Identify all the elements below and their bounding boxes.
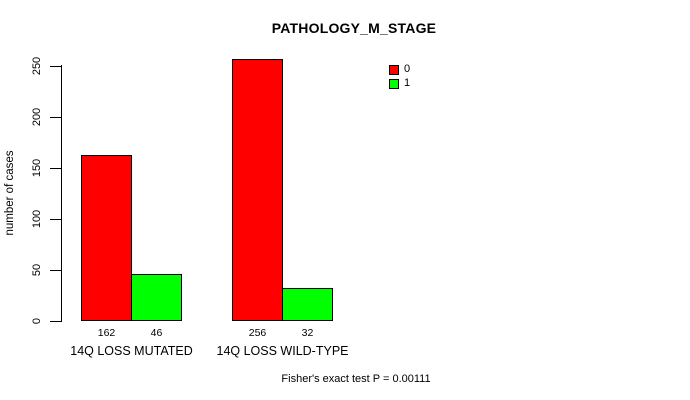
y-axis-tick [50, 168, 61, 169]
y-axis-tick-label: 200 [31, 107, 43, 127]
y-axis-tick-label: 250 [31, 56, 43, 76]
bar-value-label: 162 [97, 327, 116, 339]
x-category-label: 14Q LOSS WILD-TYPE [216, 344, 349, 358]
y-axis-tick-label: 50 [31, 263, 43, 277]
bar-value-label: 46 [150, 327, 163, 339]
y-axis-tick-label: 150 [31, 158, 43, 178]
bar-1-1 [131, 274, 182, 321]
bar-value-label: 32 [301, 327, 314, 339]
bar-value-label: 256 [248, 327, 267, 339]
y-axis-tick [50, 270, 61, 271]
bar-0-2 [232, 59, 283, 321]
bar-0-1 [81, 155, 132, 321]
fisher-test-annotation: Fisher's exact test P = 0.00111 [281, 373, 431, 385]
y-axis-line [61, 65, 62, 322]
legend-row: 1 [389, 78, 410, 89]
y-axis-tick [50, 117, 61, 118]
legend-row: 0 [389, 64, 410, 75]
y-axis-tick [50, 219, 61, 220]
chart-title: PATHOLOGY_M_STAGE [271, 20, 437, 36]
legend-swatch-0 [389, 64, 399, 75]
legend-label: 0 [404, 63, 411, 75]
legend-label: 1 [404, 77, 411, 89]
bar-1-2 [282, 288, 333, 321]
y-axis-tick-label: 100 [31, 209, 43, 229]
y-axis-tick [50, 66, 61, 67]
y-axis-tick [50, 321, 61, 322]
y-axis-title: number of cases [4, 150, 16, 236]
y-axis-tick-label: 0 [31, 317, 43, 325]
x-category-label: 14Q LOSS MUTATED [70, 344, 193, 358]
legend-swatch-1 [389, 78, 399, 89]
